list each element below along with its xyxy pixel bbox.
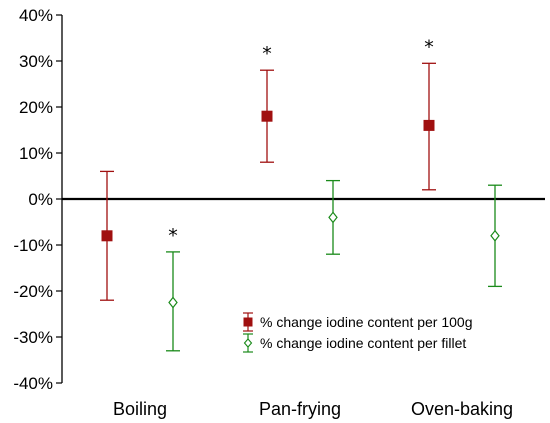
y-tick-label: 30% bbox=[19, 52, 53, 71]
y-tick-label: -20% bbox=[13, 282, 53, 301]
legend-marker-square bbox=[243, 317, 253, 327]
legend-label: % change iodine content per fillet bbox=[260, 335, 466, 351]
significance-star: * bbox=[424, 36, 434, 58]
legend-item: % change iodine content per 100g bbox=[243, 312, 473, 332]
series-layer: * ** bbox=[100, 36, 502, 352]
legend-marker-diamond bbox=[243, 338, 253, 348]
legend: % change iodine content per 100g % change… bbox=[243, 312, 473, 353]
y-tick-label: 10% bbox=[19, 144, 53, 163]
legend-label: % change iodine content per 100g bbox=[260, 314, 473, 330]
category-labels: Boiling Pan-frying Oven-baking bbox=[113, 399, 513, 419]
significance-star: * bbox=[262, 43, 272, 65]
y-tick-label: 40% bbox=[19, 6, 53, 25]
data-point-diamond bbox=[328, 211, 338, 224]
series-per-fillet: * bbox=[166, 179, 502, 352]
data-point-square bbox=[101, 230, 113, 242]
y-tick-label: -10% bbox=[13, 236, 53, 255]
significance-star: * bbox=[168, 225, 178, 247]
y-tick-label: 20% bbox=[19, 98, 53, 117]
category-label: Boiling bbox=[113, 399, 167, 419]
y-axis: -40% -30% -20% -10% 0% 10% 20% 30% 40% bbox=[13, 6, 63, 393]
data-point-square bbox=[423, 119, 435, 131]
data-point-square bbox=[261, 110, 273, 122]
legend-item: % change iodine content per fillet bbox=[243, 333, 466, 353]
data-point-diamond bbox=[490, 229, 500, 242]
y-tick-label: -30% bbox=[13, 328, 53, 347]
data-point-diamond bbox=[168, 296, 178, 309]
category-label: Pan-frying bbox=[259, 399, 341, 419]
series-per-100g: * * bbox=[100, 36, 436, 301]
y-tick-label: -40% bbox=[13, 374, 53, 393]
category-label: Oven-baking bbox=[411, 399, 513, 419]
y-tick-label: 0% bbox=[28, 190, 53, 209]
